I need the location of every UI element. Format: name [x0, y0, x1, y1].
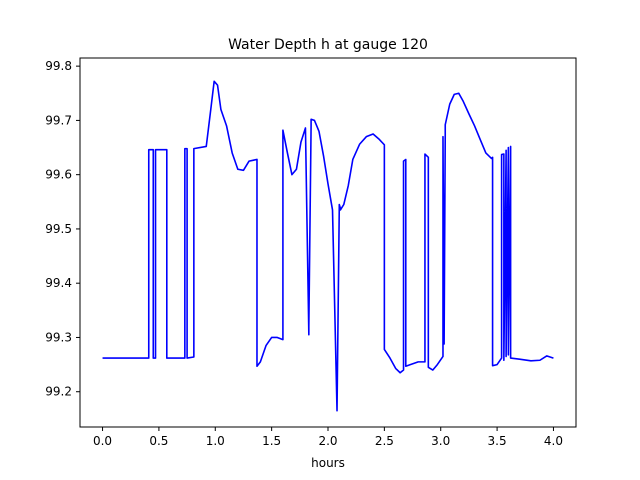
x-axis: 0.0 0.5 1.0 1.5 2.0 2.5 3.0 3.5 4.0	[93, 427, 563, 448]
y-tick-label: 99.2	[45, 385, 72, 399]
x-tick-label: 1.5	[262, 434, 281, 448]
y-tick-label: 99.4	[45, 276, 72, 290]
y-tick-label: 99.6	[45, 168, 72, 182]
x-tick-label: 3.0	[431, 434, 450, 448]
series-line-0	[102, 80, 554, 412]
x-axis-label: hours	[311, 456, 345, 470]
y-tick-label: 99.7	[45, 113, 72, 127]
y-axis: 99.2 99.3 99.4 99.5 99.6 99.7 99.8	[45, 59, 80, 399]
x-tick-label: 1.0	[206, 434, 225, 448]
plot-area	[102, 80, 554, 412]
x-tick-label: 0.0	[93, 434, 112, 448]
y-tick-label: 99.3	[45, 330, 72, 344]
y-tick-label: 99.5	[45, 222, 72, 236]
x-tick-label: 2.5	[375, 434, 394, 448]
y-tick-label: 99.8	[45, 59, 72, 73]
x-tick-label: 4.0	[544, 434, 563, 448]
chart-title: Water Depth h at gauge 120	[228, 37, 428, 53]
x-tick-label: 3.5	[488, 434, 507, 448]
x-tick-label: 2.0	[318, 434, 337, 448]
x-tick-label: 0.5	[149, 434, 168, 448]
